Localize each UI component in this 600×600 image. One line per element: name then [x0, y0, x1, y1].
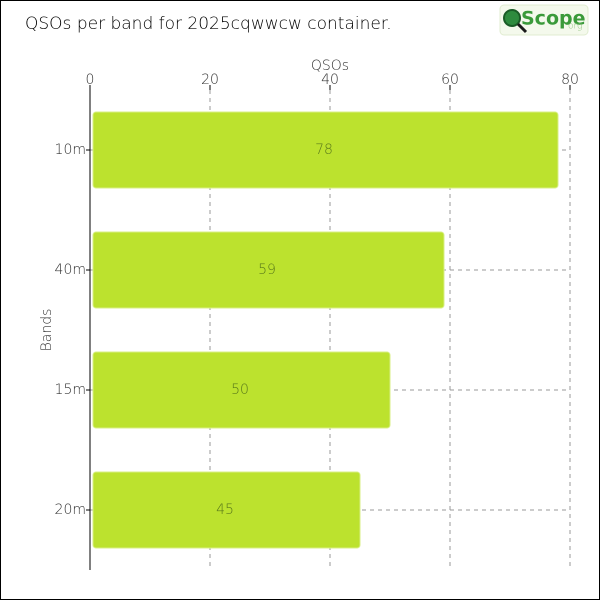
bar	[92, 471, 361, 549]
y-tick-label: 20m	[55, 502, 86, 518]
bar	[92, 111, 559, 189]
x-tick-label: 80	[561, 72, 579, 88]
logo: Scope org	[499, 4, 589, 36]
bar	[92, 231, 445, 309]
value-label: 78	[315, 142, 333, 158]
value-label: 59	[258, 262, 276, 278]
value-label: 45	[216, 502, 234, 518]
y-tick-label: 15m	[55, 382, 86, 398]
logo-suffix: org	[568, 22, 582, 32]
value-label: 50	[231, 382, 249, 398]
x-axis-label: QSOs	[311, 58, 349, 74]
bar	[92, 351, 391, 429]
y-tick-label: 10m	[55, 142, 86, 158]
logo-handle	[516, 22, 528, 34]
y-tick-label: 40m	[55, 262, 86, 278]
y-axis-label: Bands	[39, 309, 55, 352]
logo-icon	[503, 9, 521, 27]
x-tick-label: 60	[441, 72, 459, 88]
logo-text: Scope	[521, 8, 586, 30]
x-tick-label: 40	[321, 72, 339, 88]
x-tick-label: 0	[86, 72, 95, 88]
chart-title: QSOs per band for 2025cqwwcw container.	[25, 14, 392, 34]
x-tick-label: 20	[201, 72, 219, 88]
